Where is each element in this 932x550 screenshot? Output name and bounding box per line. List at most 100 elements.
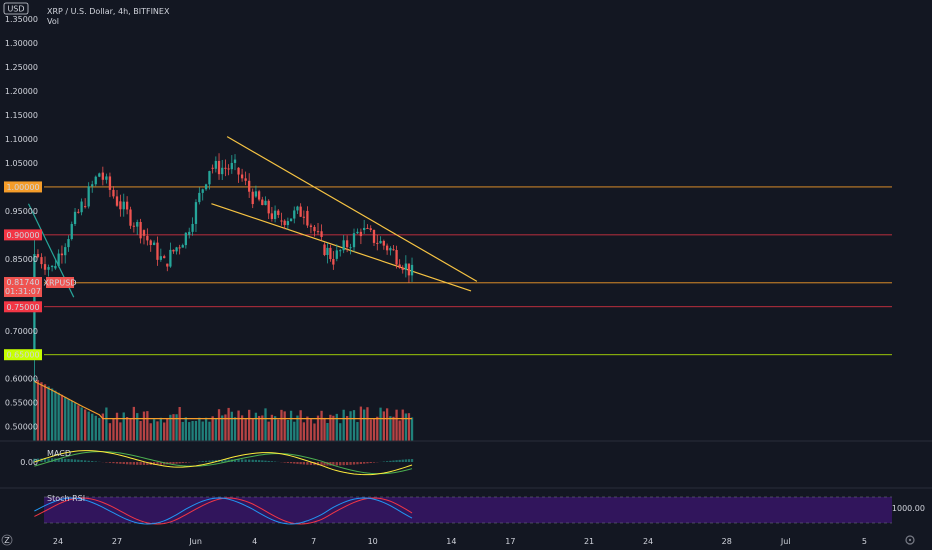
candle-body (194, 202, 198, 224)
candle-body (191, 223, 194, 232)
volume-bar (352, 410, 356, 441)
macd-histogram-bar (142, 462, 146, 465)
volume-bar (401, 409, 404, 441)
macd-histogram-bar (261, 460, 264, 462)
volume-ma (34, 380, 413, 420)
macd-histogram-bar (264, 460, 267, 462)
price-tick-label: 1.25000 (5, 63, 38, 72)
candle-body (339, 250, 342, 252)
macd-histogram-bar (309, 462, 313, 465)
candle-body (152, 242, 156, 245)
macd-histogram-bar (201, 461, 204, 462)
volume-bar (389, 416, 392, 441)
candle-body (77, 211, 80, 213)
candle-body (50, 265, 54, 268)
volume-bar (309, 418, 313, 441)
volume-bar (149, 423, 152, 441)
volume-bar (257, 415, 261, 441)
candle-body (283, 220, 286, 226)
trendline[interactable] (226, 136, 478, 282)
trendline[interactable] (211, 203, 472, 292)
volume-bar (70, 401, 73, 441)
macd-histogram-bar (251, 459, 254, 462)
volume-bar (237, 410, 240, 441)
volume-bar (264, 408, 267, 441)
volume-bar (60, 394, 64, 441)
macd-histogram-bar (152, 462, 156, 465)
candle-body (101, 172, 104, 180)
currency-button-label: USD (7, 5, 24, 14)
candle-body (224, 167, 227, 169)
macd-histogram-bar (335, 462, 338, 466)
candle-body (98, 173, 101, 177)
macd-histogram-bar (129, 462, 132, 465)
volume-bar (87, 411, 90, 441)
volume-bar (289, 410, 293, 441)
ticker-badge-text: XRPUSD (44, 279, 77, 288)
volume-bar (356, 422, 359, 441)
volume-bar (188, 422, 191, 441)
macd-histogram-bar (94, 461, 97, 462)
macd-histogram-bar (87, 460, 90, 462)
volume-bar (47, 386, 50, 441)
volume-bar (211, 416, 214, 441)
currency-button[interactable]: USD (3, 2, 29, 15)
volume-bar (91, 413, 94, 441)
price-tick-label: 0.70000 (5, 327, 38, 336)
macd-histogram-bar (302, 462, 306, 465)
macd-histogram-bar (323, 462, 326, 466)
macd-histogram-bar (254, 459, 258, 462)
macd-histogram-bar (293, 462, 296, 464)
macd-histogram-bar (211, 460, 214, 462)
candle-body (404, 263, 407, 270)
candle-body (43, 264, 47, 270)
macd-histogram-bar (366, 462, 369, 464)
volume-bar (240, 415, 244, 441)
price-level-label: 0.65000 (6, 351, 39, 360)
volume-bar (359, 406, 363, 441)
volume-bar (57, 392, 60, 441)
candle-body (363, 227, 366, 231)
volume-bar (115, 412, 119, 441)
volume-bar (280, 409, 283, 441)
candle-body (309, 225, 313, 227)
volume-bar (98, 417, 101, 441)
candle-body (359, 231, 363, 237)
macd-histogram-bar (125, 462, 129, 465)
volume-bar (332, 415, 335, 441)
macd-histogram-bar (257, 460, 261, 462)
macd-histogram-bar (392, 460, 395, 462)
macd-histogram-bar (64, 458, 67, 462)
volume-bar (132, 406, 136, 441)
volume-bar (36, 380, 40, 441)
stoch-upper-label: 1000.00 (892, 504, 925, 513)
volume-ma-line (34, 380, 413, 420)
time-tick-label: 7 (311, 537, 316, 546)
macd-histogram-bar (50, 458, 54, 462)
candle-body (146, 235, 149, 241)
volume-bar (112, 418, 115, 441)
volume-bar (273, 416, 277, 441)
candle-body (54, 265, 57, 269)
candle-body (172, 249, 175, 252)
time-axis[interactable]: 24 27 Jun 4 7 10 14 17 21 24 28 Jul 5 (53, 537, 867, 546)
volume-bar (54, 390, 57, 441)
z-button[interactable]: Z (1, 534, 13, 546)
macd-histogram-bar (342, 462, 345, 466)
candle-body (289, 218, 293, 222)
macd-histogram-bar (221, 459, 224, 462)
candle-body (407, 263, 411, 276)
candle-body (306, 210, 309, 226)
macd-histogram-bar (198, 461, 201, 462)
gear-icon[interactable] (905, 535, 915, 545)
candle-body (329, 247, 332, 260)
price-tick-label: 0.85000 (5, 255, 38, 264)
candle-body (280, 220, 283, 222)
macd-histogram-bar (244, 459, 247, 462)
macd-histogram-bar (283, 462, 286, 463)
current-price-badge: 0.81740 01:31:07 (4, 277, 42, 297)
macd-histogram-bar (356, 462, 359, 465)
candle-body (80, 201, 83, 213)
time-tick-label: 4 (252, 537, 257, 546)
